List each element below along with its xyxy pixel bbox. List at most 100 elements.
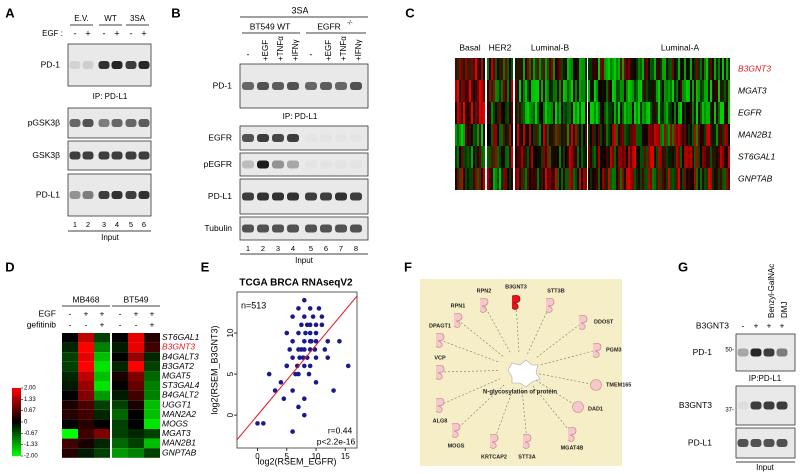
heatmap-stripe (726, 102, 728, 124)
sign: - (69, 308, 72, 318)
heatmap-stripe (505, 146, 507, 168)
heatmap-stripe (638, 80, 640, 102)
footer-label: Input (101, 233, 120, 242)
pathway-edge (521, 387, 528, 442)
gene-label: B4GALT2 (162, 390, 199, 400)
heatmap-stripe (539, 80, 541, 102)
heatmap-stripe (529, 102, 531, 124)
heatmap-stripe (700, 124, 702, 146)
colorbar-step (12, 444, 21, 447)
heatmap-cell (78, 371, 94, 381)
heatmap-stripe (704, 80, 706, 102)
colorbar-label: -0.67 (24, 431, 38, 437)
heatmap-stripe (724, 146, 726, 168)
blot-label: Tubulin (204, 223, 232, 233)
heatmap-stripe (668, 168, 670, 190)
heatmap-stripe (602, 168, 604, 190)
heatmap-stripe (626, 168, 628, 190)
heatmap-stripe (718, 102, 720, 124)
heatmap-stripe (672, 168, 674, 190)
heatmap-stripe (668, 58, 670, 80)
heatmap-cell (62, 429, 78, 439)
heatmap-stripe (598, 168, 600, 190)
heatmap-stripe (585, 168, 587, 190)
blot-label: pEGFR (204, 159, 232, 169)
heatmap-cell (94, 409, 110, 420)
heatmap-stripe (588, 58, 590, 80)
heatmap-stripe (668, 102, 670, 124)
blot-band (750, 439, 762, 447)
heatmap-cell (94, 381, 110, 391)
heatmap-stripe (648, 102, 650, 124)
heatmap-cell (62, 400, 78, 410)
lane-number: 7 (339, 244, 343, 253)
heatmap-stripe (459, 102, 461, 124)
heatmap-stripe (461, 146, 463, 168)
heatmap-stripe (708, 102, 710, 124)
heatmap-stripe (720, 80, 722, 102)
heatmap-stripe (505, 102, 507, 124)
heatmap-stripe (585, 58, 587, 80)
heatmap-stripe (722, 80, 724, 102)
heatmap-stripe (700, 102, 702, 124)
heatmap-stripe (616, 80, 618, 102)
heatmap-stripe (555, 80, 557, 102)
blot-band (737, 401, 749, 410)
heatmap-stripe (588, 168, 590, 190)
annotation: n=513 (241, 300, 266, 310)
blot-band (350, 134, 362, 142)
heatmap-stripe (543, 168, 545, 190)
heatmap-cell (112, 333, 128, 343)
heatmap-stripe (465, 124, 467, 146)
gene-label: UGGT1 (162, 399, 192, 409)
heatmap-stripe (463, 80, 465, 102)
blot-frame (239, 216, 369, 241)
blot-band (257, 192, 269, 201)
heatmap-stripe (696, 80, 698, 102)
heatmap-stripe (581, 80, 583, 102)
heatmap-stripe (569, 102, 571, 124)
heatmap-stripe (471, 80, 473, 102)
heatmap-stripe (523, 102, 525, 124)
chart-title: TCGA BRCA RNAseqV2 (239, 278, 353, 289)
heatmap-stripe (676, 58, 678, 80)
heatmap-stripe (640, 124, 642, 146)
heatmap-stripe (678, 146, 680, 168)
heatmap-stripe (505, 168, 507, 190)
heatmap-stripe (531, 80, 533, 102)
heatmap-stripe (497, 146, 499, 168)
heatmap-stripe (674, 168, 676, 190)
heatmap-stripe (515, 102, 517, 124)
heatmap-stripe (519, 146, 521, 168)
node-label: STT3B (547, 288, 564, 294)
heatmap-stripe (656, 168, 658, 190)
heatmap-stripe (523, 124, 525, 146)
heatmap-stripe (678, 102, 680, 124)
heatmap-stripe (608, 58, 610, 80)
pathway-edge (457, 319, 505, 358)
heatmap-stripe (537, 146, 539, 168)
heatmap-stripe (459, 124, 461, 146)
heatmap-stripe (660, 168, 662, 190)
heatmap-stripe (626, 102, 628, 124)
heatmap-stripe (501, 80, 503, 102)
heatmap-stripe (455, 168, 457, 190)
heatmap-stripe (718, 80, 720, 102)
heatmap-stripe (559, 168, 561, 190)
heatmap-stripe (616, 58, 618, 80)
heatmap-cell (128, 438, 144, 449)
heatmap-stripe (622, 168, 624, 190)
blot-band (272, 224, 284, 233)
blot-band (335, 161, 347, 169)
heatmap-stripe (561, 58, 563, 80)
group-label: WT (104, 14, 117, 23)
heatmap-stripe (511, 168, 513, 190)
scatter-point (290, 338, 295, 344)
blot-label: PD-L1 (36, 189, 60, 199)
heatmap-stripe (600, 146, 602, 168)
heatmap-stripe (541, 146, 543, 168)
heatmap-stripe (686, 58, 688, 80)
sign: + (100, 308, 105, 318)
blot-band (111, 119, 123, 127)
blot-band (776, 348, 788, 357)
